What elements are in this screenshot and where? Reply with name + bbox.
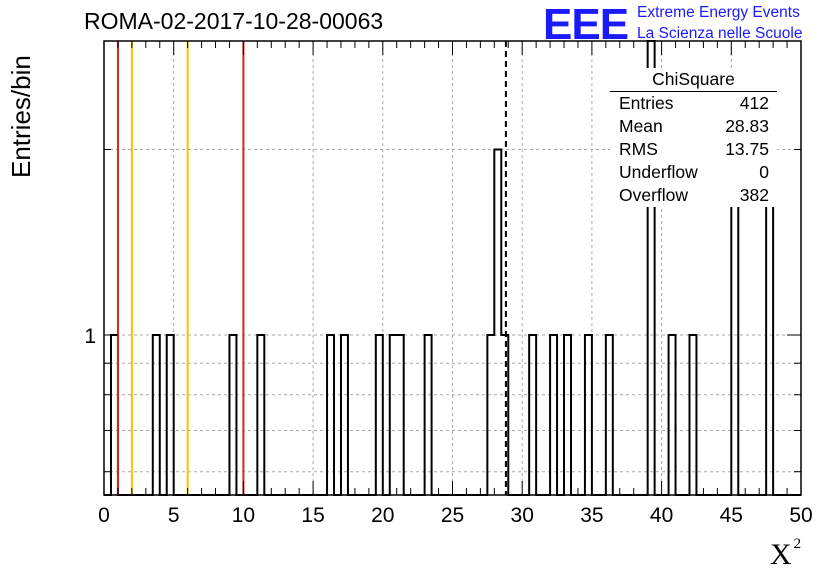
histogram-bin bbox=[229, 335, 236, 495]
histogram-bin bbox=[606, 335, 613, 495]
x-tick-label: 10 bbox=[232, 504, 255, 527]
x-tick-label: 40 bbox=[650, 504, 673, 527]
stats-row-entries: Entries 412 bbox=[619, 93, 769, 113]
x-tick-label: 30 bbox=[511, 504, 534, 527]
histogram-bin bbox=[376, 335, 383, 495]
x-tick-label: 45 bbox=[720, 504, 743, 527]
histogram-bin bbox=[111, 335, 118, 495]
histogram-bin bbox=[494, 150, 501, 495]
x-tick-label: 5 bbox=[168, 504, 180, 527]
histogram-bin bbox=[529, 335, 536, 495]
chart-title: ROMA-02-2017-10-28-00063 bbox=[84, 8, 384, 34]
logo-line-1: Extreme Energy Events bbox=[637, 4, 800, 21]
x-tick-label: 25 bbox=[441, 504, 464, 527]
histogram-bin bbox=[550, 335, 557, 495]
histogram-bin bbox=[153, 335, 160, 495]
histogram-bin bbox=[669, 335, 676, 495]
x-tick-label: 0 bbox=[98, 504, 110, 527]
stats-box: ChiSquare Entries 412 Mean 28.83 RMS 13.75 … bbox=[610, 68, 777, 207]
histogram-bin bbox=[585, 335, 592, 495]
x-tick-label: 50 bbox=[789, 504, 812, 527]
logo-line-2: La Scienza nelle Scuole bbox=[637, 25, 803, 42]
x-tick-label: 20 bbox=[371, 504, 394, 527]
y-tick-label: 1 bbox=[84, 325, 96, 348]
histogram-bin bbox=[689, 335, 696, 495]
stats-row-rms: RMS 13.75 bbox=[619, 139, 769, 159]
stats-row-overflow: Overflow 382 bbox=[619, 185, 769, 205]
histogram-bin bbox=[341, 335, 348, 495]
histogram-bin bbox=[390, 335, 397, 495]
histogram-bin bbox=[327, 335, 334, 495]
histogram-bin bbox=[501, 335, 508, 495]
histogram-bin bbox=[167, 335, 174, 495]
x-tick-label: 35 bbox=[580, 504, 603, 527]
eee-logo: EEE bbox=[543, 0, 629, 49]
histogram-bin bbox=[564, 335, 571, 495]
histogram-bin bbox=[487, 335, 494, 495]
stats-row-underflow: Underflow 0 bbox=[619, 162, 769, 182]
histogram-bin bbox=[425, 335, 432, 495]
histogram-bin bbox=[397, 335, 404, 495]
x-tick-label: 15 bbox=[301, 504, 324, 527]
stats-title: ChiSquare bbox=[610, 68, 777, 92]
stats-row-mean: Mean 28.83 bbox=[619, 116, 769, 136]
histogram-bin bbox=[257, 335, 264, 495]
y-axis-label: Entries/bin bbox=[6, 55, 36, 178]
